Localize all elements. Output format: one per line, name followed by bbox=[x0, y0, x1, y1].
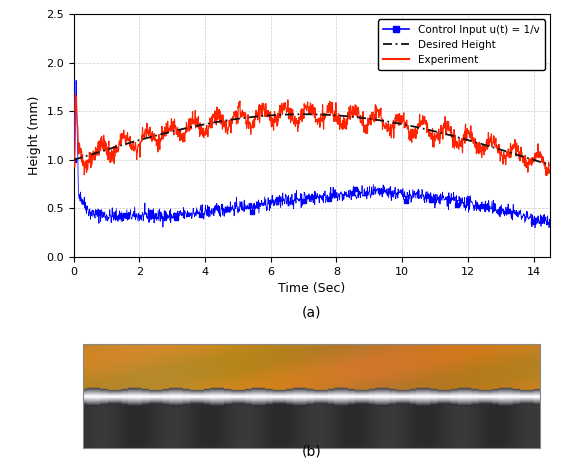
Legend: Control Input u(t) = 1/v, Desired Height, Experiment: Control Input u(t) = 1/v, Desired Height… bbox=[378, 19, 545, 70]
Text: (a): (a) bbox=[302, 305, 321, 320]
Text: (b): (b) bbox=[302, 444, 321, 458]
Bar bbox=[83, 344, 540, 448]
Y-axis label: Height (mm): Height (mm) bbox=[28, 96, 41, 175]
X-axis label: Time (Sec): Time (Sec) bbox=[278, 282, 345, 295]
